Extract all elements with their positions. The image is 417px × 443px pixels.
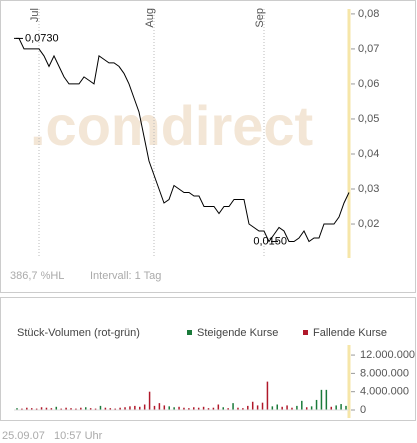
volume-bar [158,403,161,410]
y-tick-label: 0,03 [358,183,379,195]
volume-bar [266,381,269,410]
legend-label: Fallende Kurse [313,327,387,339]
volume-bar [212,407,215,410]
volume-bar [251,401,254,410]
legend-swatch [187,330,192,335]
volume-bar [237,407,239,410]
volume-bar [30,408,33,410]
volume-bar [21,408,23,410]
volume-bar [310,406,313,410]
volume-bar [261,402,264,410]
volume-bar [320,389,323,410]
volume-bar [148,391,151,410]
x-tick-label: Aug [144,8,156,28]
volume-bar [197,407,200,410]
volume-bar [119,407,121,410]
y-tick-label: 0,04 [358,148,379,160]
volume-bar [55,406,58,410]
volume-bar [129,406,131,410]
x-tick-label: Jul [29,8,41,22]
volume-bar [143,404,146,410]
volume-bar [80,407,82,410]
volume-bar [40,407,43,410]
y-tick-label: 8.000.000 [360,367,409,379]
volume-bar [193,407,195,410]
y-tick-label: 12.000.000 [360,349,415,361]
volume-bar [173,407,175,410]
price-panel [0,0,416,293]
volume-title: Stück-Volumen (rot-grün) [17,327,140,339]
legend-label: Steigende Kurse [197,327,278,339]
volume-bar [207,408,210,410]
annotation: 0,0730 [25,32,59,44]
volume-bar [168,406,170,410]
volume-bar [114,408,116,410]
volume-bar [305,407,308,410]
volume-bar [202,406,205,410]
volume-panel [0,297,416,421]
y-tick-label: 4.000.000 [360,386,409,398]
range-label: 386,7 %HL [10,270,64,282]
y-tick-label: 0,08 [358,8,379,20]
annotation: 0,0150 [253,235,287,247]
x-tick-label: Sep [254,8,266,28]
volume-bar [227,408,229,410]
volume-bar [109,408,112,410]
volume-bar [153,405,156,410]
volume-bar [124,407,126,410]
volume-bar [84,407,87,410]
volume-bar [99,405,102,410]
timestamp: 25.09.07 10:57 Uhr [2,430,103,442]
volume-bar [178,406,180,410]
volume-bar [50,408,53,410]
volume-bar [345,405,347,410]
volume-bar [45,407,48,410]
volume-bar [183,407,185,410]
y-tick-label: 0,07 [358,43,379,55]
volume-bar [60,408,62,410]
watermark: .comdirect [30,94,313,157]
y-tick-label: 0,02 [358,218,379,230]
volume-bar [301,400,303,410]
volume-bar [247,405,249,410]
volume-bar [296,405,298,410]
volume-bar [65,407,67,410]
volume-bar [330,406,333,410]
volume-bar [340,404,342,410]
volume-bar [134,405,136,410]
volume-bar [188,408,190,410]
y-tick-label: 0 [360,404,366,416]
volume-bar [217,404,220,410]
volume-bar [70,408,72,410]
volume-bar [35,408,38,410]
y-tick-label: 0,06 [358,78,379,90]
volume-bar [291,407,293,410]
volume-bar [256,405,259,410]
volume-bar [276,404,279,410]
volume-bar [315,399,318,410]
volume-bar [222,407,224,410]
volume-bar [94,408,97,410]
volume-bar [139,406,141,410]
volume-bar [26,407,28,410]
volume-bar [242,408,244,410]
volume-bar [163,405,166,410]
volume-bar [271,406,274,410]
volume-bar [16,408,18,410]
volume-bar [232,403,234,410]
volume-bar [89,408,92,410]
price-line [14,37,350,243]
volume-bar [335,405,337,410]
volume-bar [104,407,107,410]
volume-bar [75,408,77,410]
interval-label: Intervall: 1 Tag [90,270,161,282]
volume-bar [325,389,328,410]
volume-bar [286,405,288,410]
legend-swatch [303,330,308,335]
y-tick-label: 0,05 [358,113,379,125]
volume-bar [281,406,283,410]
